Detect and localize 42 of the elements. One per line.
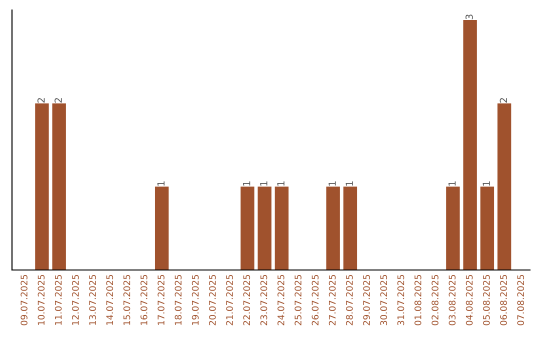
x-tick-label: 31.07.2025 [397, 274, 404, 326]
x-tick-label: 02.08.2025 [432, 274, 438, 326]
x-tick-label: 18.07.2025 [174, 274, 182, 325]
data-label: 1 [243, 181, 250, 186]
x-tick-label: 07.08.2025 [517, 274, 524, 326]
data-label: 1 [448, 181, 456, 186]
x-tick-label: 27.07.2025 [328, 274, 336, 326]
x-tick-label: 22.07.2025 [243, 274, 250, 326]
x-tick-label: 13.07.2025 [89, 274, 96, 325]
x-tick-label: 05.08.2025 [482, 274, 490, 326]
x-tick-label: 15.07.2025 [123, 274, 130, 325]
x-tick-label: 03.08.2025 [448, 274, 456, 326]
x-tick-label: 30.07.2025 [380, 274, 388, 326]
data-label: 1 [260, 181, 268, 186]
data-label: 1 [157, 181, 165, 186]
x-tick-label: 14.07.2025 [106, 274, 114, 325]
x-tick-label: 11.07.2025 [54, 274, 62, 325]
x-tick-label: 17.07.2025 [158, 274, 164, 325]
x-tick-label: 06.08.2025 [500, 274, 507, 326]
data-label: 1 [277, 181, 284, 186]
x-tick-label: 10.07.2025 [38, 274, 45, 325]
x-tick-label: 21.07.2025 [226, 274, 233, 326]
x-tick-label: 16.07.2025 [140, 274, 148, 325]
x-tick-label: 20.07.2025 [208, 274, 216, 326]
x-tick-label: 24.07.2025 [277, 274, 284, 326]
x-tick-label: 09.07.2025 [20, 274, 28, 326]
data-label: 3 [466, 14, 473, 20]
data-label: 1 [482, 181, 490, 186]
x-tick-label: 01.08.2025 [414, 274, 422, 326]
data-label: 2 [37, 98, 45, 103]
data-label: 2 [54, 98, 62, 103]
x-tick-label: 04.08.2025 [466, 274, 473, 326]
x-tick-label: 29.07.2025 [363, 274, 370, 326]
data-label: 1 [328, 181, 336, 186]
x-tick-label: 26.07.2025 [312, 274, 319, 326]
x-tick-label: 19.07.2025 [192, 274, 199, 325]
x-tick-label: 25.07.2025 [294, 274, 302, 326]
data-label: 1 [346, 181, 353, 186]
x-tick-label: 12.07.2025 [72, 274, 79, 325]
x-tick-label: 23.07.2025 [260, 274, 268, 326]
x-tick-label: 28.07.2025 [346, 274, 353, 326]
data-label: 2 [500, 98, 507, 103]
